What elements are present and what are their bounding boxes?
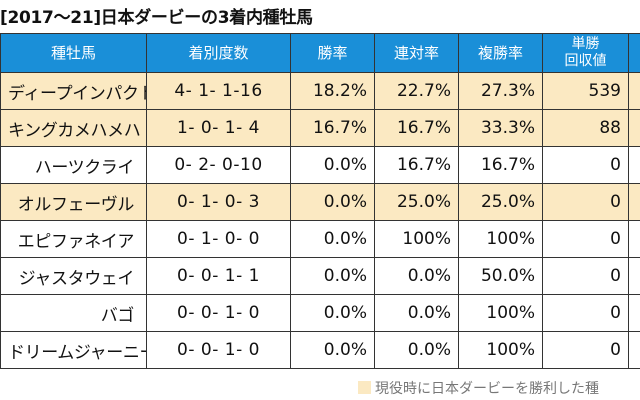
header-sire-line: 種牡馬 <box>50 43 96 62</box>
cell-place-return: 5 <box>628 294 640 332</box>
header-place-return: 複回 <box>628 33 640 73</box>
header-win-return-line: 回収値 <box>564 53 607 69</box>
cell-record: 1- 0- 1- 4 <box>146 109 291 147</box>
cell-top2-rate: 0.0% <box>374 294 459 332</box>
cell-win-rate: 0.0% <box>290 294 375 332</box>
cell-top2-rate: 0.0% <box>374 257 459 295</box>
header-top3-rate-line: 複勝率 <box>477 43 523 62</box>
cell-record: 0- 0- 1- 1 <box>146 257 291 295</box>
cell-top2-rate: 16.7% <box>374 146 459 184</box>
cell-win-rate: 18.2% <box>290 72 375 110</box>
header-top2-rate: 連対率 <box>374 33 459 73</box>
cell-top3-rate: 25.0% <box>458 183 543 221</box>
cell-place-return <box>628 146 640 184</box>
table-header-row: 種牡馬着別度数勝率連対率複勝率単勝回収値複回 <box>0 33 640 73</box>
table-body: ディープインパクト 4- 1- 1-16 18.2% 22.7% 27.3% 539 キング… <box>0 72 640 369</box>
cell-record: 0- 2- 0-10 <box>146 146 291 184</box>
cell-sire: ハーツクライ <box>0 146 147 184</box>
table-row: バゴ0- 0- 1- 00.0%0.0%100%05 <box>0 294 640 332</box>
cell-win-rate: 0.0% <box>290 220 375 258</box>
cell-win-return: 0 <box>542 257 629 295</box>
table-row: ディープインパクト 4- 1- 1-16 18.2% 22.7% 27.3% 539 <box>0 72 640 110</box>
cell-top2-rate: 16.7% <box>374 109 459 147</box>
header-win-rate-line: 勝率 <box>317 43 348 62</box>
table-row: ハーツクライ 0- 2- 0-10 0.0% 16.7% 16.7% 0 <box>0 146 640 184</box>
legend-swatch <box>358 381 371 394</box>
cell-place-return <box>628 183 640 221</box>
cell-place-return: 6 <box>628 109 640 147</box>
cell-win-return: 0 <box>542 220 629 258</box>
cell-top2-rate: 25.0% <box>374 183 459 221</box>
cell-record: 0- 1- 0- 0 <box>146 220 291 258</box>
cell-top2-rate: 100% <box>374 220 459 258</box>
cell-sire: ジャスタウェイ <box>0 257 147 295</box>
legend: 現役時に日本ダービーを勝利した種 <box>358 378 599 398</box>
cell-top3-rate: 100% <box>458 220 543 258</box>
cell-win-rate: 0.0% <box>290 183 375 221</box>
cell-top2-rate: 22.7% <box>374 72 459 110</box>
cell-place-return <box>628 257 640 295</box>
page-title: [2017〜21]日本ダービーの3着内種牡馬 <box>0 8 313 28</box>
cell-top3-rate: 100% <box>458 331 543 369</box>
cell-win-rate: 0.0% <box>290 257 375 295</box>
header-record-line: 着別度数 <box>188 43 249 62</box>
cell-win-return: 88 <box>542 109 629 147</box>
cell-win-rate: 0.0% <box>290 331 375 369</box>
cell-win-rate: 16.7% <box>290 109 375 147</box>
cell-place-return <box>628 72 640 110</box>
cell-win-return: 0 <box>542 294 629 332</box>
cell-record: 0- 0- 1- 0 <box>146 331 291 369</box>
header-win-rate: 勝率 <box>290 33 375 73</box>
cell-sire: エピファネイア <box>0 220 147 258</box>
cell-place-return: 5 <box>628 331 640 369</box>
cell-win-return: 0 <box>542 183 629 221</box>
cell-win-return: 0 <box>542 146 629 184</box>
legend-text: 現役時に日本ダービーを勝利した種 <box>375 381 599 397</box>
cell-top2-rate: 0.0% <box>374 331 459 369</box>
header-win-return-line: 単勝 <box>571 36 600 52</box>
header-top2-rate-line: 連対率 <box>393 43 439 62</box>
cell-top3-rate: 16.7% <box>458 146 543 184</box>
cell-win-return: 0 <box>542 331 629 369</box>
cell-win-rate: 0.0% <box>290 146 375 184</box>
cell-sire: キングカメハメハ <box>0 109 147 147</box>
cell-record: 0- 0- 1- 0 <box>146 294 291 332</box>
cell-sire: オルフェーヴル <box>0 183 147 221</box>
cell-win-return: 539 <box>542 72 629 110</box>
cell-record: 4- 1- 1-16 <box>146 72 291 110</box>
table-row: オルフェーヴル 0- 1- 0- 3 0.0% 25.0% 25.0% 0 <box>0 183 640 221</box>
cell-sire: バゴ <box>0 294 147 332</box>
header-sire: 種牡馬 <box>0 33 147 73</box>
table-row: ジャスタウェイ 0- 0- 1- 1 0.0% 0.0% 50.0% 0 <box>0 257 640 295</box>
cell-top3-rate: 50.0% <box>458 257 543 295</box>
cell-sire: ドリームジャーニー <box>0 331 147 369</box>
cell-record: 0- 1- 0- 3 <box>146 183 291 221</box>
cell-top3-rate: 27.3% <box>458 72 543 110</box>
cell-place-return: 1 <box>628 220 640 258</box>
header-top3-rate: 複勝率 <box>458 33 543 73</box>
header-record: 着別度数 <box>146 33 291 73</box>
cell-top3-rate: 33.3% <box>458 109 543 147</box>
cell-sire: ディープインパクト <box>0 72 147 110</box>
cell-top3-rate: 100% <box>458 294 543 332</box>
header-win-return: 単勝 回収値 <box>542 33 629 73</box>
